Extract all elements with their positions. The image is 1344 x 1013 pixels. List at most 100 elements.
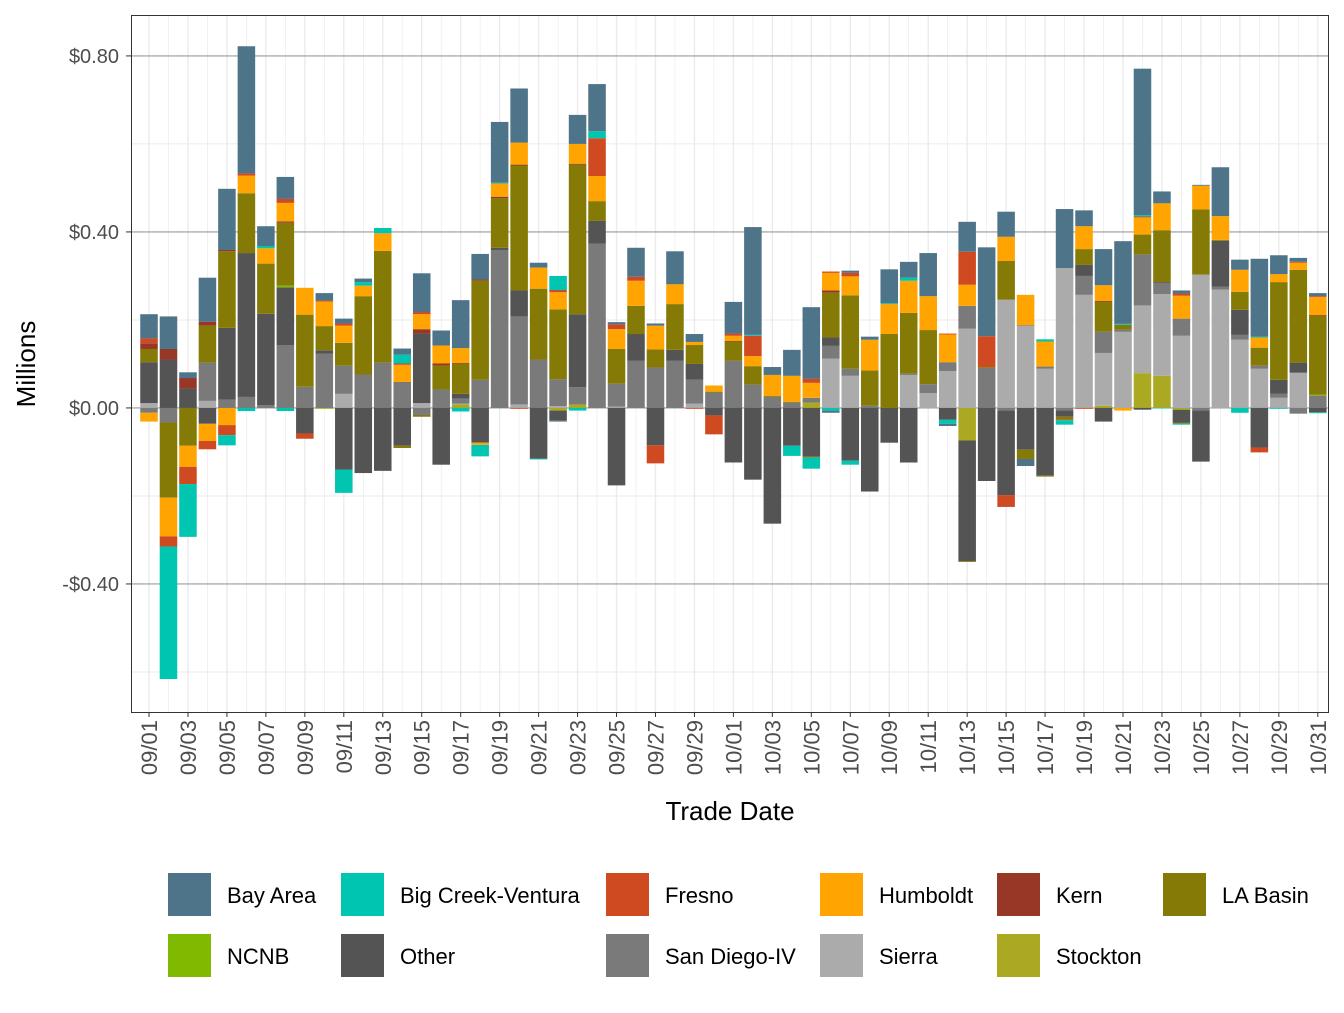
bar-segment-bay-area: [880, 269, 899, 304]
bar-segment-bay-area: [237, 46, 256, 174]
bar-segment-fresno: [510, 407, 528, 409]
bar-segment-fresno: [685, 407, 704, 409]
y-tick-label: $0.00: [69, 398, 119, 420]
bar-segment-la-basin: [412, 414, 431, 417]
bar-segment-big-creek-ventura: [744, 334, 762, 336]
x-tick-label: 10/27: [1228, 720, 1253, 775]
bar-segment-ncnb: [276, 285, 295, 288]
bar-segment-la-basin: [315, 326, 334, 351]
bar-segment-kern: [1094, 301, 1113, 302]
bar-segment-humboldt: [802, 382, 821, 398]
bar-segment-humboldt: [763, 374, 782, 397]
bar-segment-la-basin: [1192, 209, 1210, 275]
bar-segment-la-basin: [198, 325, 217, 363]
bar-segment-san-diego-iv: [763, 396, 782, 408]
bar-segment-bay-area: [276, 176, 295, 199]
bar-segment-humboldt: [1133, 217, 1152, 235]
bar-segment-stockton: [958, 407, 976, 441]
bar-segment-fresno: [802, 378, 821, 383]
bar-segment-san-diego-iv: [1289, 407, 1308, 414]
bar-segment-san-diego-iv: [296, 386, 314, 408]
bar-segment-san-diego-iv: [919, 384, 937, 393]
bar-segment-big-creek-ventura: [549, 275, 567, 291]
bar-segment-bay-area: [257, 226, 275, 247]
bar-segment-other: [218, 327, 236, 400]
bar-segment-la-basin: [646, 349, 665, 368]
bar-segment-stockton: [549, 407, 567, 411]
bar-segment-stockton: [451, 404, 470, 408]
x-tick-label: 10/05: [799, 720, 824, 775]
bar-segment-san-diego-iv: [315, 353, 334, 408]
bar-segment-la-basin: [860, 370, 879, 406]
bar-segment-san-diego-iv: [159, 407, 178, 423]
bar-segment-la-basin: [179, 407, 197, 446]
bar-segment-humboldt: [549, 292, 567, 310]
bar-segment-sierra: [1114, 331, 1132, 408]
bar-segment-big-creek-ventura: [1036, 339, 1054, 342]
bar-segment-bay-area: [335, 318, 353, 324]
bar-segment-sierra: [510, 404, 528, 408]
bar-segment-fresno: [744, 335, 762, 357]
bar-segment-humboldt: [783, 375, 801, 402]
legend-key: [606, 873, 649, 916]
bar-segment-other: [257, 313, 275, 406]
bar-segment-humboldt: [1211, 216, 1230, 240]
bar-segment-san-diego-iv: [1133, 254, 1152, 306]
bar-segment-other: [432, 407, 450, 465]
bar-segment-humboldt: [159, 497, 178, 537]
bar-segment-humboldt: [958, 284, 976, 306]
bar-segment-other: [510, 290, 528, 317]
bar-segment-big-creek-ventura: [1231, 407, 1249, 413]
bar-segment-bay-area: [783, 349, 801, 376]
bar-segment-other: [1094, 407, 1113, 422]
bar-segment-la-basin: [627, 305, 645, 335]
bar-segment-bay-area: [393, 348, 412, 355]
bar-segment-other: [1055, 410, 1074, 417]
bar-segment-kern: [140, 343, 158, 349]
bar-segment-big-creek-ventura: [159, 546, 178, 679]
bar-segment-humboldt: [841, 276, 860, 296]
bar-segment-la-basin: [1172, 422, 1191, 424]
bar-segment-other: [958, 440, 976, 562]
bar-segment-san-diego-iv: [1211, 286, 1230, 290]
bar-segment-la-basin: [451, 363, 470, 394]
bar-segment-la-basin: [958, 561, 976, 562]
bar-segment-kern: [159, 348, 178, 360]
bar-segment-other: [1231, 309, 1249, 335]
bar-segment-big-creek-ventura: [783, 445, 801, 456]
bar-segment-humboldt: [432, 345, 450, 364]
bar-segment-other: [705, 407, 723, 416]
bar-segment-humboldt: [1075, 226, 1093, 250]
bar-segment-other: [899, 407, 918, 463]
bar-segment-kern: [724, 341, 743, 342]
bar-segment-humboldt: [1231, 269, 1249, 292]
bar-segment-humboldt: [1114, 407, 1132, 411]
bar-segment-sierra: [1016, 326, 1035, 408]
y-tick-label: -$0.40: [62, 574, 119, 596]
bar-segment-other: [977, 407, 996, 481]
bar-segment-humboldt: [1270, 274, 1288, 283]
bar-segment-kern: [490, 196, 509, 199]
bar-segment-humboldt: [412, 314, 431, 330]
bar-segment-la-basin: [237, 193, 256, 254]
bar-segment-san-diego-iv: [588, 243, 606, 408]
bar-segment-la-basin: [822, 292, 840, 338]
bar-segment-san-diego-iv: [529, 359, 548, 408]
bar-segment-big-creek-ventura: [1114, 323, 1132, 325]
bar-segment-san-diego-iv: [432, 389, 450, 408]
bar-segment-humboldt: [218, 407, 236, 426]
bar-segment-humboldt: [335, 325, 353, 343]
bar-segment-humboldt: [822, 272, 840, 291]
bar-segment-bay-area: [568, 114, 587, 144]
bar-segment-san-diego-iv: [510, 316, 528, 405]
bar-segment-bay-area: [1172, 290, 1191, 294]
bar-segment-la-basin: [373, 250, 392, 363]
bar-segment-other: [841, 407, 860, 461]
bar-segment-san-diego-iv: [1192, 407, 1210, 411]
bar-segment-sierra: [1153, 293, 1171, 376]
bar-segment-la-basin: [1153, 230, 1171, 283]
bar-segment-san-diego-iv: [938, 362, 957, 371]
bar-segment-bay-area: [1075, 210, 1093, 227]
bar-segment-bay-area: [1094, 249, 1113, 286]
bar-segment-big-creek-ventura: [899, 277, 918, 281]
